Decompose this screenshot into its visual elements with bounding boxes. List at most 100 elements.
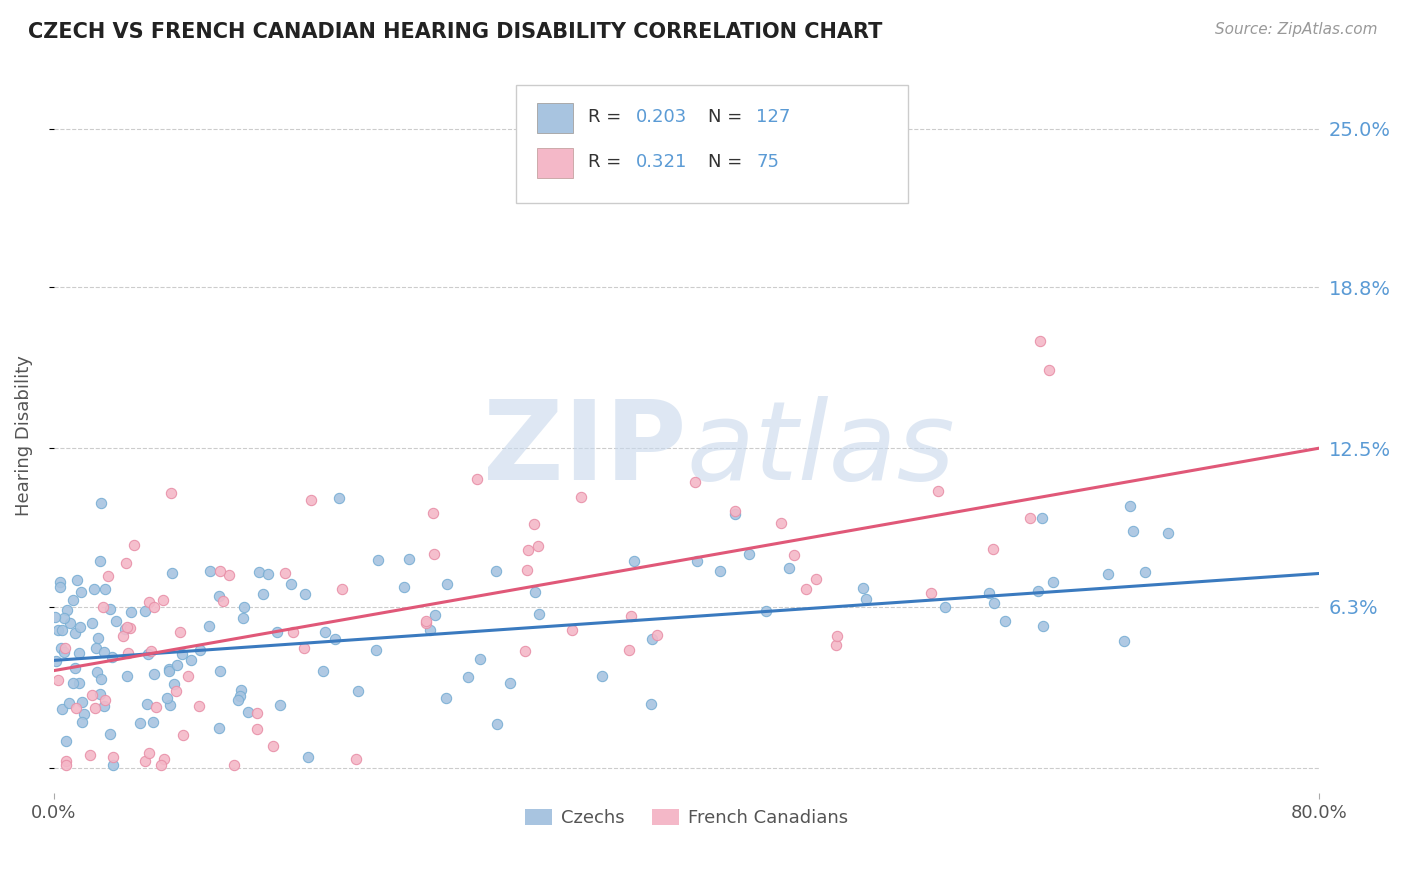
Point bbox=[782, 548, 804, 562]
Point bbox=[640, 697, 662, 711]
Point bbox=[52, 644, 75, 658]
Point bbox=[1157, 525, 1180, 540]
Point bbox=[153, 752, 176, 766]
Point bbox=[855, 592, 877, 607]
Point bbox=[233, 600, 256, 615]
Point bbox=[62, 593, 84, 607]
Point bbox=[292, 641, 315, 656]
Point bbox=[188, 698, 211, 713]
Point bbox=[920, 586, 942, 600]
Point bbox=[1042, 575, 1064, 590]
Point bbox=[591, 669, 613, 683]
Point bbox=[330, 582, 353, 596]
Point bbox=[981, 541, 1004, 556]
Point bbox=[177, 668, 200, 682]
Point bbox=[134, 604, 156, 618]
Point bbox=[120, 605, 142, 619]
Point bbox=[59, 615, 82, 630]
Point bbox=[86, 665, 108, 679]
Point bbox=[1118, 499, 1140, 513]
Point bbox=[486, 717, 509, 731]
Point bbox=[246, 706, 269, 721]
Point bbox=[927, 483, 949, 498]
Point bbox=[724, 504, 747, 518]
FancyBboxPatch shape bbox=[537, 147, 572, 178]
Point bbox=[135, 697, 157, 711]
Point bbox=[423, 547, 446, 561]
Point bbox=[208, 589, 231, 603]
Point bbox=[232, 611, 254, 625]
Point bbox=[90, 672, 112, 686]
Point bbox=[105, 615, 128, 629]
Point bbox=[977, 586, 1000, 600]
Point bbox=[312, 664, 335, 678]
Point bbox=[299, 493, 322, 508]
Point bbox=[172, 647, 194, 661]
Point bbox=[142, 666, 165, 681]
Point bbox=[46, 673, 69, 687]
Point bbox=[51, 640, 73, 655]
Point bbox=[470, 652, 492, 666]
Point bbox=[91, 599, 114, 614]
Point bbox=[84, 701, 107, 715]
Point bbox=[266, 625, 288, 640]
Text: Source: ZipAtlas.com: Source: ZipAtlas.com bbox=[1215, 22, 1378, 37]
Point bbox=[66, 574, 89, 588]
Point bbox=[80, 615, 103, 630]
Point bbox=[55, 754, 77, 768]
Point bbox=[84, 640, 107, 655]
Text: 127: 127 bbox=[756, 108, 790, 126]
Point bbox=[145, 700, 167, 714]
Point bbox=[79, 747, 101, 762]
Point bbox=[569, 490, 592, 504]
Point bbox=[415, 615, 437, 629]
Point bbox=[825, 638, 848, 652]
Point bbox=[1028, 334, 1050, 348]
Point bbox=[118, 621, 141, 635]
Point bbox=[367, 553, 389, 567]
Point bbox=[69, 676, 91, 690]
Point bbox=[180, 653, 202, 667]
Point bbox=[136, 647, 159, 661]
Text: R =: R = bbox=[588, 153, 621, 171]
Point bbox=[983, 596, 1005, 610]
Point bbox=[256, 567, 278, 582]
Point bbox=[172, 728, 194, 742]
Point bbox=[262, 739, 284, 753]
Point bbox=[640, 632, 662, 646]
Text: R =: R = bbox=[588, 108, 621, 126]
Point bbox=[80, 688, 103, 702]
Point bbox=[1018, 511, 1040, 525]
Point bbox=[994, 614, 1017, 628]
Point bbox=[156, 690, 179, 705]
Point bbox=[117, 646, 139, 660]
Point bbox=[103, 758, 125, 772]
Y-axis label: Hearing Disability: Hearing Disability bbox=[15, 355, 32, 516]
Point bbox=[70, 584, 93, 599]
Point bbox=[166, 658, 188, 673]
Point bbox=[238, 705, 260, 719]
Point bbox=[436, 577, 458, 591]
Point bbox=[94, 692, 117, 706]
Point bbox=[83, 582, 105, 597]
Point bbox=[52, 611, 75, 625]
Point bbox=[513, 644, 536, 658]
Point bbox=[45, 654, 67, 668]
Point bbox=[755, 604, 778, 618]
Point bbox=[1026, 584, 1049, 599]
Point bbox=[280, 577, 302, 591]
Point bbox=[526, 539, 548, 553]
Point bbox=[226, 693, 249, 707]
Text: CZECH VS FRENCH CANADIAN HEARING DISABILITY CORRELATION CHART: CZECH VS FRENCH CANADIAN HEARING DISABIL… bbox=[28, 22, 883, 42]
Point bbox=[142, 714, 165, 729]
Point bbox=[346, 684, 368, 698]
Point bbox=[103, 749, 125, 764]
Point bbox=[419, 624, 441, 638]
Point bbox=[314, 624, 336, 639]
Point bbox=[366, 642, 388, 657]
Point bbox=[323, 632, 346, 646]
Point bbox=[934, 599, 956, 614]
Point bbox=[129, 716, 152, 731]
Point bbox=[1133, 566, 1156, 580]
Point bbox=[724, 508, 747, 522]
